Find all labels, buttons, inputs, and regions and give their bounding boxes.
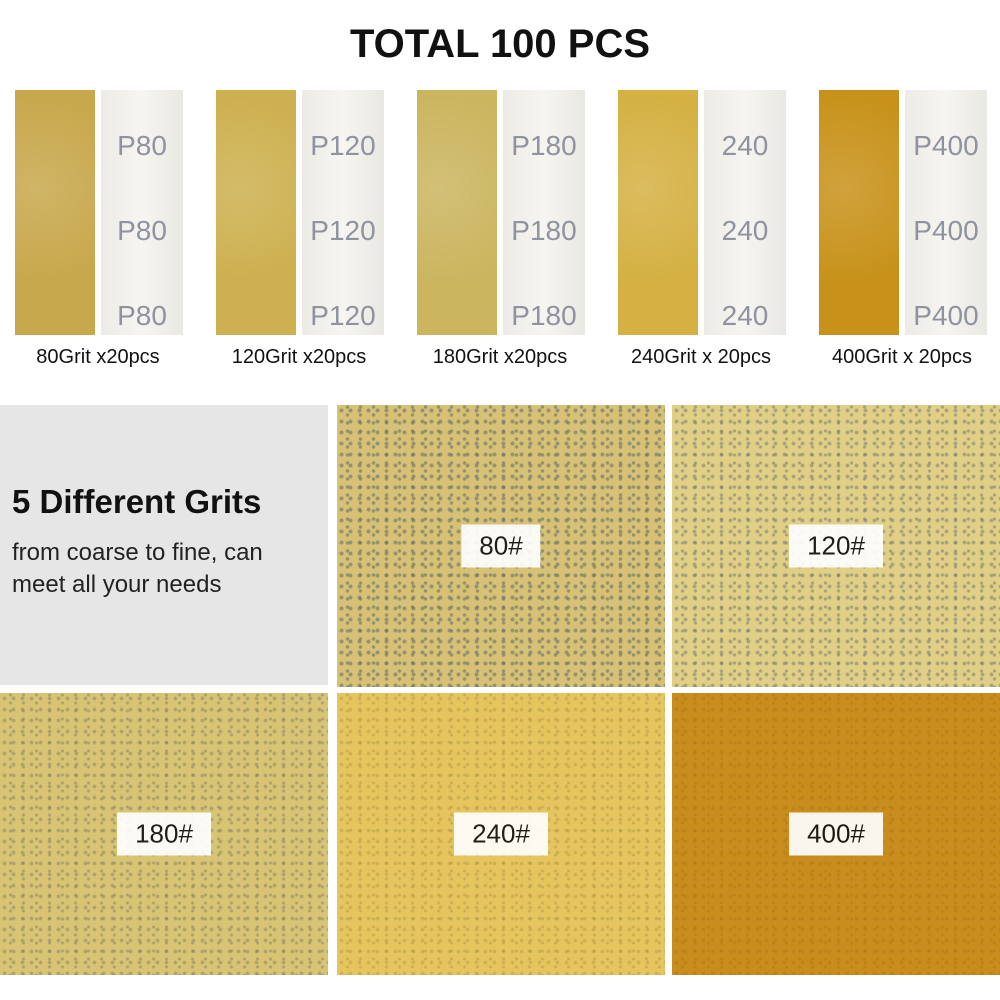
grit-tile: 180# bbox=[0, 693, 328, 975]
sheet-back-label: 240 bbox=[721, 300, 769, 331]
sheet-front bbox=[618, 90, 698, 335]
sheet-back-label: P400 bbox=[913, 215, 979, 246]
grit-label: 240# bbox=[454, 812, 548, 856]
sheet-caption: 400Grit x 20pcs bbox=[831, 346, 973, 368]
intro-heading: 5 Different Grits bbox=[12, 483, 262, 520]
sheet-caption: 120Grit x20pcs bbox=[231, 346, 367, 368]
sheet-back: P180 P180 P180 bbox=[503, 90, 585, 335]
sheet-back: P120 P120 P120 bbox=[302, 90, 384, 335]
sheet-back-label: P180 bbox=[511, 215, 577, 246]
title: TOTAL 100 PCS bbox=[349, 22, 651, 66]
sheet-front bbox=[819, 90, 899, 335]
sheet-back-label: P120 bbox=[310, 215, 376, 246]
grit-tile: 240# bbox=[337, 693, 665, 975]
sheet-front bbox=[417, 90, 497, 335]
sheet-back-label: P180 bbox=[511, 130, 577, 161]
sheet-front bbox=[216, 90, 296, 335]
intro-text: from coarse to fine, can meet all your n… bbox=[12, 539, 263, 598]
grit-label: 400# bbox=[789, 812, 883, 856]
sheet-back-label: 240 bbox=[721, 130, 769, 161]
sheet-back-label: P180 bbox=[511, 300, 577, 331]
sheet-caption: 80Grit x20pcs bbox=[36, 346, 160, 368]
sheet-back-label: 240 bbox=[721, 215, 769, 246]
intro-panel: 5 Different Grits from coarse to fine, c… bbox=[0, 405, 328, 685]
sheet-back: P400 P400 P400 bbox=[905, 90, 987, 335]
sheet-back-label: P400 bbox=[913, 300, 979, 331]
sheet-front bbox=[15, 90, 95, 335]
grit-label: 80# bbox=[461, 524, 541, 568]
sheet-back-label: P120 bbox=[310, 130, 376, 161]
sheet-caption: 240Grit x 20pcs bbox=[630, 346, 772, 368]
sheet-back: P80 P80 P80 bbox=[101, 90, 183, 335]
sheet-back-label: P80 bbox=[117, 300, 167, 331]
sheet-back: 240 240 240 bbox=[704, 90, 786, 335]
grit-tile: 400# bbox=[672, 693, 1000, 975]
sheet-back-label: P80 bbox=[117, 130, 167, 161]
sheet-caption: 180Grit x20pcs bbox=[432, 346, 568, 368]
grit-tile: 80# bbox=[337, 405, 665, 687]
grit-label: 120# bbox=[789, 524, 883, 568]
grit-label: 180# bbox=[117, 812, 211, 856]
grit-tile: 120# bbox=[672, 405, 1000, 687]
sheet-back-label: P120 bbox=[310, 300, 376, 331]
sheet-back-label: P80 bbox=[117, 215, 167, 246]
sheet-back-label: P400 bbox=[913, 130, 979, 161]
